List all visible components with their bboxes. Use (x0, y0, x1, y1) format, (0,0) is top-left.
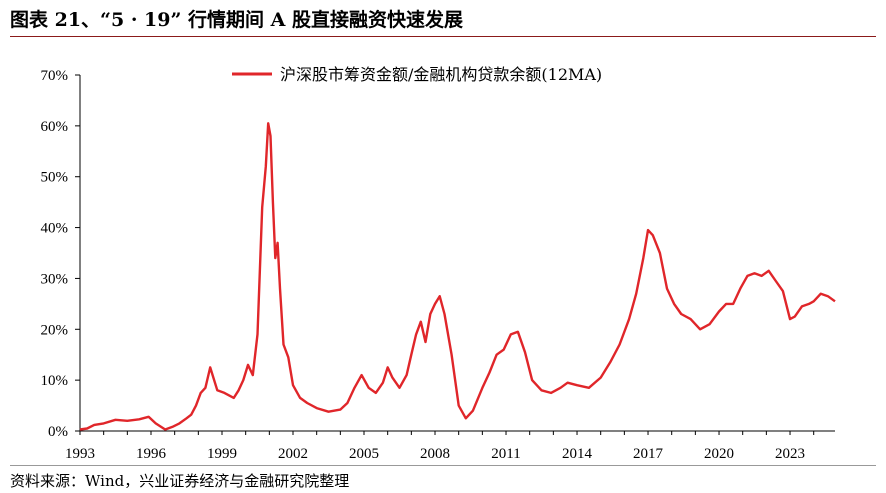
x-tick-labels: 1993 1996 1999 2002 2005 2008 2011 2014 2017 2020… (65, 446, 805, 462)
x-tick-label: 2014 (562, 446, 593, 462)
x-tick-label: 2002 (278, 446, 308, 462)
x-tick-label: 2011 (491, 446, 520, 462)
y-tick-label: 10% (41, 373, 69, 389)
title-divider (10, 36, 876, 37)
series-layer (79, 122, 836, 431)
series-line (79, 122, 836, 431)
y-tick-label: 20% (41, 322, 69, 338)
x-tick-label: 2008 (420, 446, 450, 462)
chart-axes (75, 74, 835, 435)
x-tick-label: 2005 (349, 446, 379, 462)
y-tick-label: 60% (41, 119, 69, 135)
y-tick-label: 0% (48, 424, 68, 440)
x-tick-label: 1999 (207, 446, 237, 462)
y-tick-label: 30% (41, 271, 69, 287)
y-tick-label: 40% (41, 221, 69, 237)
x-tick-label: 2020 (704, 446, 734, 462)
y-tick-label: 70% (41, 68, 69, 84)
y-tick-label: 50% (41, 170, 69, 186)
x-tick-label: 2023 (775, 446, 805, 462)
x-tick-label: 1996 (136, 446, 167, 462)
source-note: 资料来源：Wind，兴业证券经济与金融研究院整理 (10, 472, 350, 490)
chart-legend: 沪深股市筹资金额/金融机构贷款余额(12MA) (232, 65, 602, 84)
figure-title: 图表 21、“5 · 19” 行情期间 A 股直接融资快速发展 (10, 9, 464, 31)
x-tick-label: 2017 (633, 446, 664, 462)
footer-divider (10, 465, 876, 466)
x-tick-label: 1993 (65, 446, 95, 462)
y-tick-labels: 0% 10% 20% 30% 40% 50% 60% 70% (41, 68, 69, 440)
legend-label: 沪深股市筹资金额/金融机构贷款余额(12MA) (280, 65, 602, 84)
